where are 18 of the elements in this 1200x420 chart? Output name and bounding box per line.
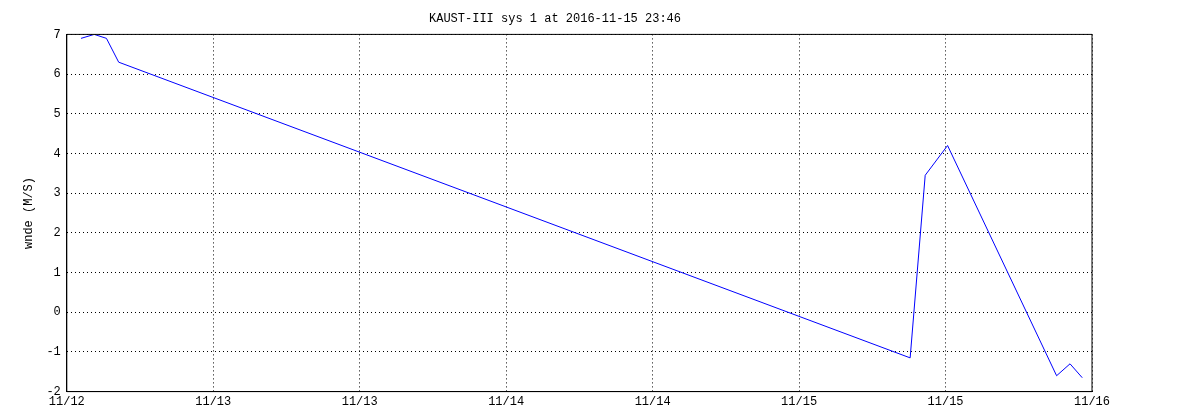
x-tick-label: 11/14 (488, 394, 525, 409)
x-tick-label: 11/14 (634, 394, 671, 409)
y-tick-label: 2 (53, 226, 61, 241)
y-axis-title: wnde (M/S) (22, 176, 37, 250)
chart-title: KAUST-III sys 1 at 2016-11-15 23:46 (428, 12, 682, 27)
y-tick-label: -1 (46, 345, 61, 360)
y-tick-label: 5 (53, 106, 61, 121)
y-tick-label: 4 (53, 146, 61, 161)
y-tick-label: 7 (53, 27, 61, 42)
x-tick-label: 11/13 (195, 394, 232, 409)
y-tick-label: 3 (53, 186, 61, 201)
x-tick-label: 11/15 (927, 394, 964, 409)
y-tick-label: 1 (53, 265, 61, 280)
y-tick-label: 0 (53, 305, 61, 320)
x-tick-label: 11/16 (1073, 394, 1111, 409)
y-tick-label: 6 (53, 67, 61, 82)
x-tick-label: 11/13 (341, 394, 378, 409)
x-tick-label: 11/15 (781, 394, 818, 409)
